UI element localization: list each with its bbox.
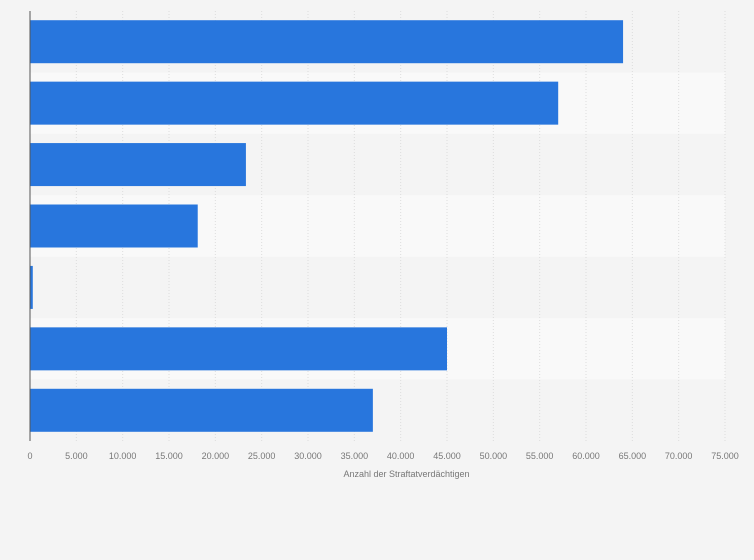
bar[interactable] xyxy=(30,143,246,187)
x-tick-label: 35.000 xyxy=(341,451,369,461)
bar[interactable] xyxy=(30,327,447,371)
x-tick-label: 75.000 xyxy=(711,451,739,461)
bar[interactable] xyxy=(30,388,373,432)
x-tick-label: 25.000 xyxy=(248,451,276,461)
x-axis-title: Anzahl der Straftatverdächtigen xyxy=(343,469,469,479)
x-tick-label: 10.000 xyxy=(109,451,137,461)
bar[interactable] xyxy=(30,265,33,309)
bars xyxy=(30,20,624,432)
x-tick-label: 55.000 xyxy=(526,451,554,461)
x-tick-labels: 0 5.000 10.000 15.000 20.000 25.000 30.000 35.0… xyxy=(27,451,738,461)
x-tick-label: 60.000 xyxy=(572,451,600,461)
bar[interactable] xyxy=(30,20,624,64)
x-tick-label: 45.000 xyxy=(433,451,461,461)
x-tick-label: 50.000 xyxy=(480,451,508,461)
x-tick-label: 65.000 xyxy=(619,451,647,461)
x-tick-label: 15.000 xyxy=(155,451,183,461)
bar[interactable] xyxy=(30,81,559,125)
x-tick-label: 5.000 xyxy=(65,451,88,461)
bar[interactable] xyxy=(30,204,198,248)
x-tick-label: 0 xyxy=(27,451,32,461)
x-tick-label: 30.000 xyxy=(294,451,322,461)
x-tick-label: 20.000 xyxy=(202,451,230,461)
x-tick-label: 70.000 xyxy=(665,451,693,461)
x-tick-label: 40.000 xyxy=(387,451,415,461)
